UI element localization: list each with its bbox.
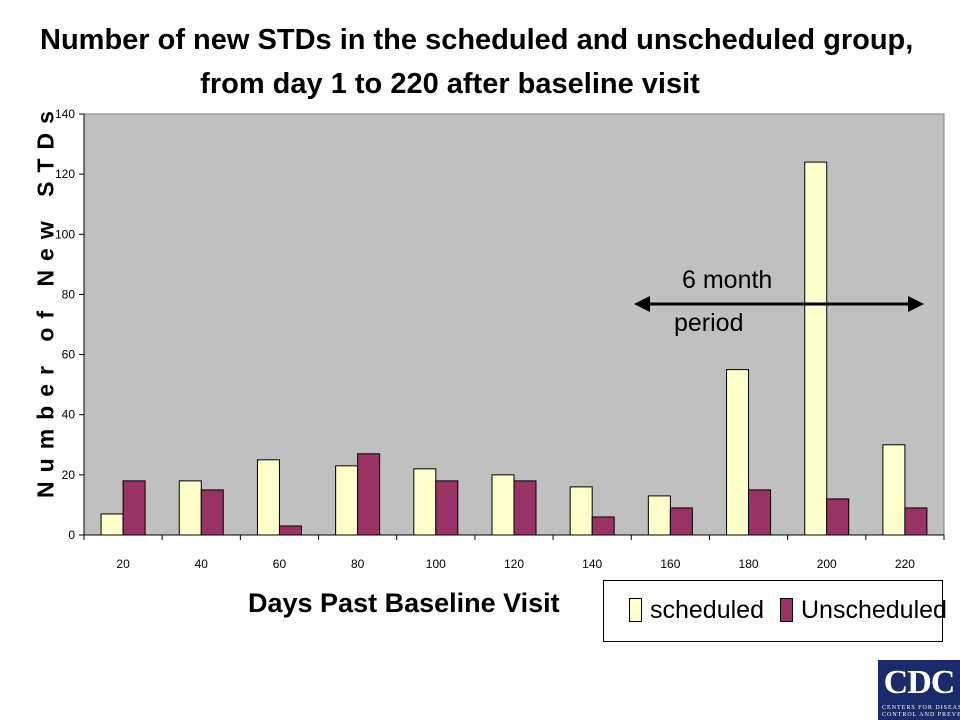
- bar-unscheduled: [513, 480, 537, 536]
- y-tick-label: 20: [62, 468, 76, 482]
- legend-item-scheduled: scheduled: [629, 595, 764, 624]
- x-tick-label: 40: [195, 557, 209, 571]
- bar-scheduled: [100, 513, 124, 536]
- logo-subtext-2: CONTROL AND PREVENTION: [882, 712, 960, 718]
- cdc-logo: CDC CENTERS FOR DISEASE CONTROL AND PREV…: [878, 660, 960, 720]
- y-tick-label: 80: [62, 287, 76, 301]
- bar-unscheduled: [748, 489, 772, 536]
- bar-unscheduled: [122, 480, 146, 536]
- annotation-line-1: 6 month: [682, 266, 773, 294]
- bar-scheduled: [256, 459, 280, 536]
- x-tick-label: 140: [582, 557, 602, 571]
- bar-unscheduled: [669, 507, 693, 536]
- bar-unscheduled: [591, 516, 615, 536]
- logo-subtext-1: CENTERS FOR DISEASE: [882, 705, 960, 711]
- x-tick-label: 200: [817, 557, 837, 571]
- annotation-arrowhead-right: [908, 296, 924, 312]
- x-tick-label: 60: [273, 557, 287, 571]
- bar-scheduled: [569, 486, 593, 536]
- bar-scheduled: [178, 480, 202, 536]
- bar-unscheduled: [278, 525, 302, 536]
- chart-subtitle: from day 1 to 220 after baseline visit: [200, 68, 700, 100]
- bar-scheduled: [647, 495, 671, 536]
- bar-unscheduled: [904, 507, 928, 536]
- legend-label-unscheduled: Unscheduled: [801, 595, 947, 624]
- x-tick-label: 120: [504, 557, 524, 571]
- x-axis-label: Days Past Baseline Visit: [248, 588, 560, 618]
- bar-scheduled: [413, 468, 437, 536]
- bar-unscheduled: [357, 453, 381, 536]
- y-tick-label: 120: [55, 167, 75, 181]
- y-tick-label: 0: [68, 528, 75, 542]
- y-tick-label: 60: [62, 348, 76, 362]
- annotation-arrowhead-left: [634, 296, 650, 312]
- legend-swatch-scheduled: [629, 598, 642, 622]
- annotation-line-2: period: [674, 309, 744, 337]
- x-tick-label: 180: [739, 557, 759, 571]
- bar-unscheduled: [826, 498, 850, 536]
- bar-scheduled: [491, 474, 515, 536]
- x-tick-label: 80: [351, 557, 365, 571]
- bar-unscheduled: [200, 489, 224, 536]
- y-axis-label: Number of New STDs: [32, 102, 59, 498]
- logo-text: CDC: [883, 664, 956, 701]
- y-tick-label: 140: [55, 107, 75, 121]
- legend-item-unscheduled: Unscheduled: [780, 595, 947, 624]
- x-tick-label: 220: [895, 557, 915, 571]
- bar-scheduled: [804, 161, 828, 536]
- bar-scheduled: [335, 465, 359, 536]
- legend-label-scheduled: scheduled: [650, 595, 764, 624]
- y-tick-label: 40: [62, 408, 76, 422]
- chart-title: Number of new STDs in the scheduled and …: [40, 24, 914, 56]
- x-tick-label: 160: [660, 557, 680, 571]
- chart-legend: scheduled Unscheduled: [603, 580, 947, 642]
- x-tick-label: 100: [426, 557, 446, 571]
- plot-area: [83, 113, 945, 536]
- bar-scheduled: [726, 369, 750, 536]
- y-tick-label: 100: [55, 227, 75, 241]
- bar-scheduled: [882, 444, 906, 536]
- legend-swatch-unscheduled: [780, 598, 793, 622]
- bar-unscheduled: [435, 480, 459, 536]
- x-tick-label: 20: [116, 557, 130, 571]
